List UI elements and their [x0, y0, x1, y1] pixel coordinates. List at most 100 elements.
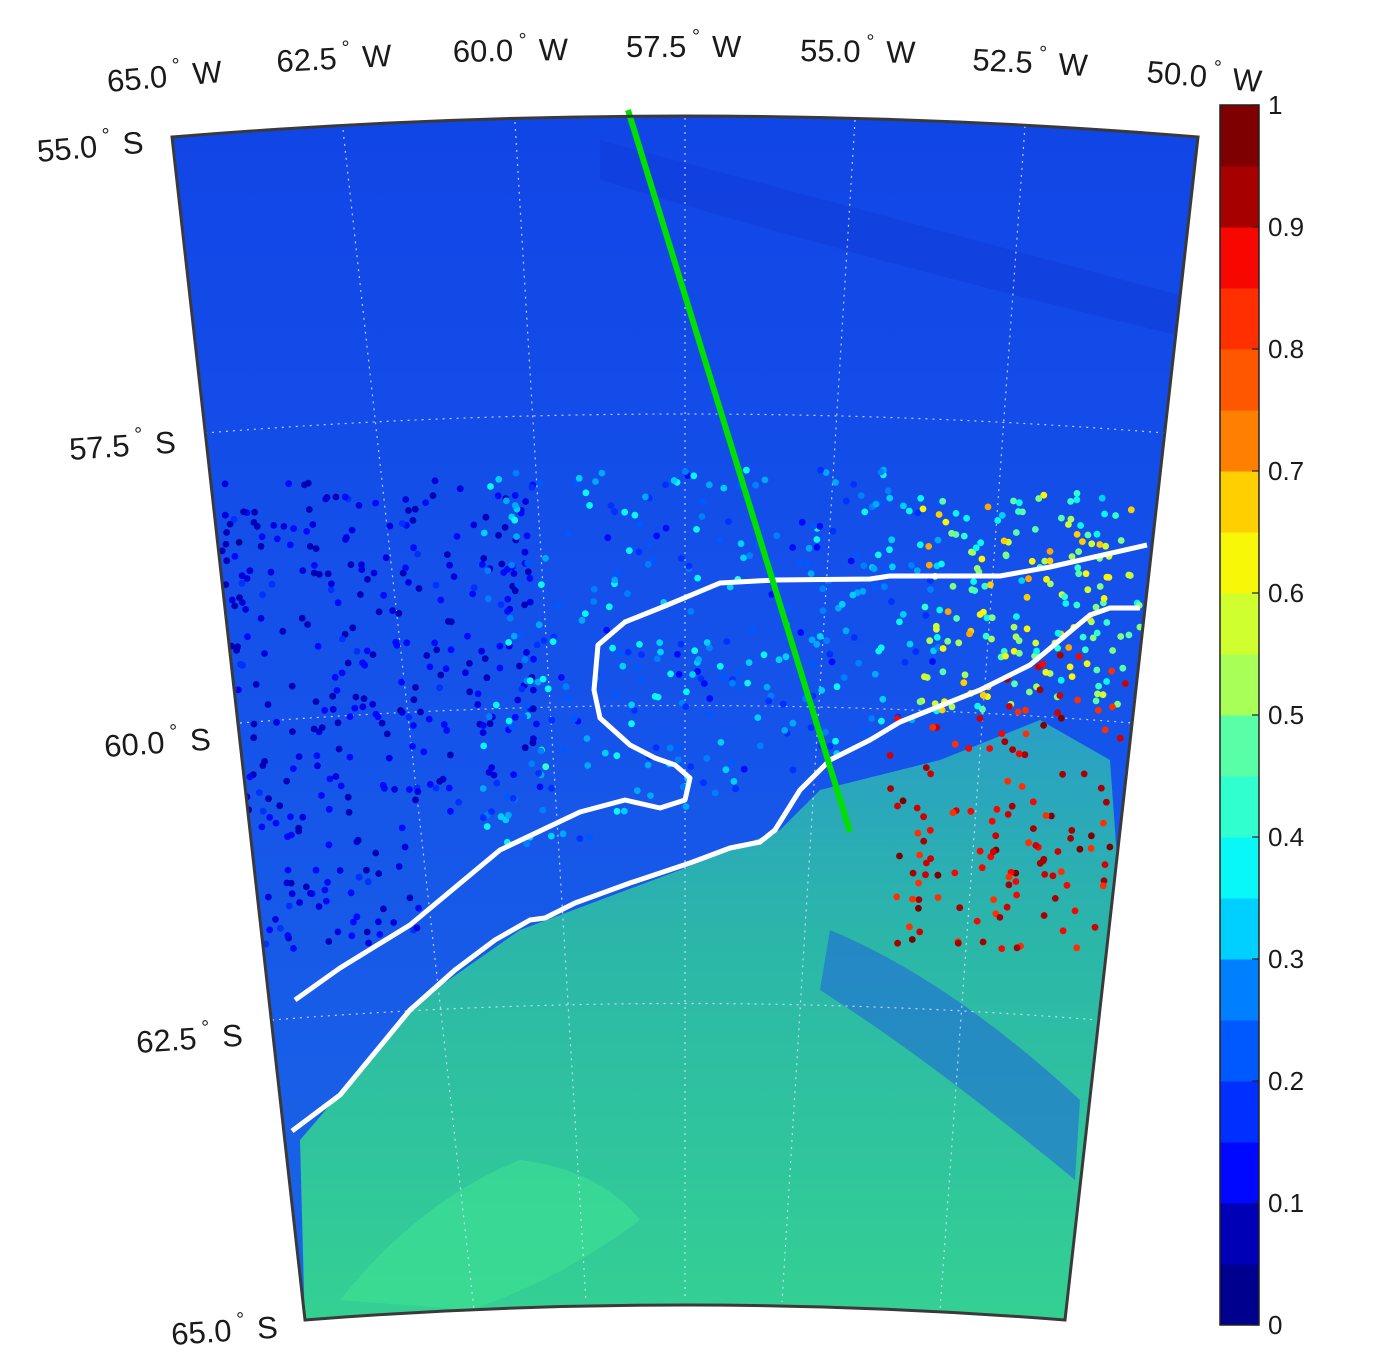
station-dot — [315, 570, 323, 578]
station-dot — [535, 621, 543, 629]
station-dot — [289, 765, 297, 772]
station-dot — [443, 727, 451, 734]
station-dot — [1082, 570, 1090, 578]
station-dot — [1101, 726, 1109, 734]
station-dot — [529, 705, 537, 713]
lon-label-value: 62.5 — [276, 41, 338, 79]
station-dot — [405, 507, 412, 514]
station-dot — [938, 560, 945, 568]
station-dot — [737, 540, 745, 548]
station-dot — [920, 813, 927, 821]
latitude-labels: 55.0 ° S 57.5 ° S 60.0 ° S 62.5 ° S 65.0… — [36, 125, 279, 1352]
colorbar-tick-label: 0.4 — [1268, 822, 1304, 852]
station-dot — [401, 843, 409, 851]
station-dot — [720, 484, 728, 492]
station-dot — [1057, 868, 1065, 876]
station-dot — [273, 535, 281, 543]
station-dot — [1079, 633, 1087, 641]
station-dot — [986, 745, 994, 752]
station-dot — [961, 671, 969, 679]
station-dot — [656, 639, 664, 646]
station-dot — [336, 867, 344, 874]
station-dot — [511, 492, 519, 499]
station-dot — [537, 747, 545, 755]
station-dot — [344, 659, 352, 667]
station-dot — [586, 834, 594, 841]
station-dot — [1059, 770, 1066, 778]
station-dot — [1013, 891, 1020, 899]
station-dot — [321, 886, 329, 894]
station-dot — [631, 707, 638, 714]
station-dot — [916, 851, 923, 859]
station-dot — [482, 513, 490, 521]
station-dot — [666, 744, 674, 752]
station-dot — [1011, 680, 1018, 688]
station-dot — [298, 614, 306, 622]
station-dot — [329, 692, 337, 700]
station-dot — [613, 807, 621, 815]
station-dot — [1018, 783, 1026, 790]
station-dot — [233, 886, 241, 893]
station-dot — [917, 494, 925, 502]
station-dot — [620, 807, 628, 815]
station-dot — [252, 681, 260, 688]
station-dot — [854, 551, 861, 559]
station-dot — [642, 493, 649, 501]
station-dot — [447, 807, 454, 815]
station-dot — [927, 855, 934, 862]
colorbar-step — [1220, 715, 1259, 777]
station-dot — [929, 723, 937, 731]
station-dot — [1095, 682, 1102, 690]
meridian-line — [342, 129, 475, 1311]
station-dot — [442, 665, 450, 673]
station-dot — [740, 765, 748, 773]
station-dot — [982, 632, 990, 640]
station-dot — [988, 635, 995, 643]
station-dot — [829, 527, 837, 535]
station-dot — [522, 498, 529, 505]
station-dot — [539, 675, 547, 683]
station-dot — [1103, 619, 1111, 626]
station-dot — [647, 792, 654, 799]
lon-label-52-5w: 52.5 ° W — [972, 42, 1090, 83]
station-dot — [480, 742, 488, 750]
station-dot — [254, 940, 262, 948]
station-dot — [526, 574, 534, 582]
station-dot — [290, 945, 297, 952]
station-dot — [334, 928, 342, 936]
colorbar-step — [1220, 105, 1259, 167]
station-dot — [322, 897, 330, 905]
station-dot — [495, 531, 502, 539]
station-dot — [951, 869, 959, 877]
station-dot — [1073, 490, 1081, 497]
station-dot — [1075, 548, 1082, 555]
lat-label-60s: 60.0 ° S — [103, 721, 212, 764]
station-dot — [619, 662, 627, 670]
station-dot — [789, 766, 797, 774]
station-dot — [353, 648, 361, 655]
station-dot — [314, 642, 322, 650]
station-dot — [283, 879, 291, 887]
station-dot — [716, 662, 724, 670]
station-dot — [229, 932, 237, 940]
colorbar-steps — [1220, 105, 1259, 1326]
station-dot — [1015, 750, 1023, 758]
station-dot — [888, 536, 896, 544]
station-dot — [222, 540, 230, 548]
station-dot — [1112, 512, 1119, 519]
station-dot — [512, 469, 520, 477]
station-dot — [332, 493, 340, 501]
station-dot — [1054, 709, 1061, 717]
station-dot — [355, 502, 363, 509]
station-dot — [526, 677, 534, 685]
station-dot — [990, 896, 997, 903]
station-dot — [773, 532, 781, 540]
station-dot — [674, 744, 681, 752]
station-dot — [760, 651, 768, 659]
station-dot — [276, 802, 284, 810]
station-dot — [431, 477, 439, 485]
station-dot — [646, 540, 653, 548]
station-dot — [431, 639, 439, 647]
station-dot — [415, 585, 423, 592]
station-dot — [722, 766, 730, 774]
